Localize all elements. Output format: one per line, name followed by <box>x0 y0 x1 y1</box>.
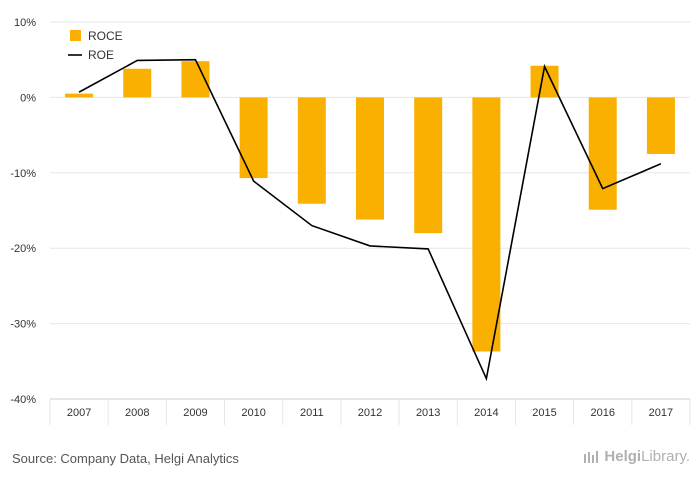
roe-line <box>78 58 662 382</box>
roce-bar <box>646 97 675 154</box>
x-tick-label: 2010 <box>241 407 265 419</box>
x-tick-label: 2015 <box>532 407 556 419</box>
x-tick-label: 2008 <box>125 407 149 419</box>
chart: 10% 0% -10% -20% -30% -40% 2007 2008 2009 2010 201… <box>10 17 691 425</box>
roce-bar <box>297 97 326 204</box>
y-tick-label: -20% <box>10 243 36 255</box>
axes: 10% 0% -10% -20% -30% -40% 2007 2008 2009 2010 201… <box>10 17 691 425</box>
legend: ROCE ROE <box>68 29 123 62</box>
roce-bar <box>123 68 152 98</box>
roce-bar <box>65 93 94 98</box>
y-tick-label: -10% <box>10 168 36 180</box>
x-tick-label: 2007 <box>67 407 91 419</box>
roce-bars <box>65 61 675 352</box>
y-tick-label: 0% <box>20 92 36 104</box>
legend-label-roe: ROE <box>88 48 114 62</box>
library-icon <box>584 450 599 463</box>
roce-bar <box>472 97 501 352</box>
roce-bar <box>414 97 443 234</box>
y-tick-label: -30% <box>10 319 36 331</box>
brand-logo: Helgi Library. <box>583 448 690 465</box>
roe-series-line <box>78 58 662 382</box>
legend-label-roce: ROCE <box>88 29 123 43</box>
x-tick-label: 2017 <box>649 407 673 419</box>
x-tick-label: 2013 <box>416 407 440 419</box>
brand-name-rest: Library. <box>641 448 690 465</box>
x-tick-label: 2009 <box>183 407 207 419</box>
x-tick-label: 2014 <box>474 407 498 419</box>
legend-swatch-roce <box>70 30 81 41</box>
x-tick-label: 2011 <box>300 407 324 419</box>
x-tick-label: 2016 <box>590 407 614 419</box>
source-note: Source: Company Data, Helgi Analytics <box>12 451 239 466</box>
brand-name-bold: Helgi <box>604 448 642 465</box>
roce-bar <box>530 65 559 98</box>
y-tick-label: 10% <box>14 17 36 29</box>
y-tick-label: -40% <box>10 394 36 406</box>
roce-bar <box>356 97 384 220</box>
x-tick-label: 2012 <box>358 407 382 419</box>
roce-bar <box>239 97 268 179</box>
roce-bar <box>588 97 617 210</box>
